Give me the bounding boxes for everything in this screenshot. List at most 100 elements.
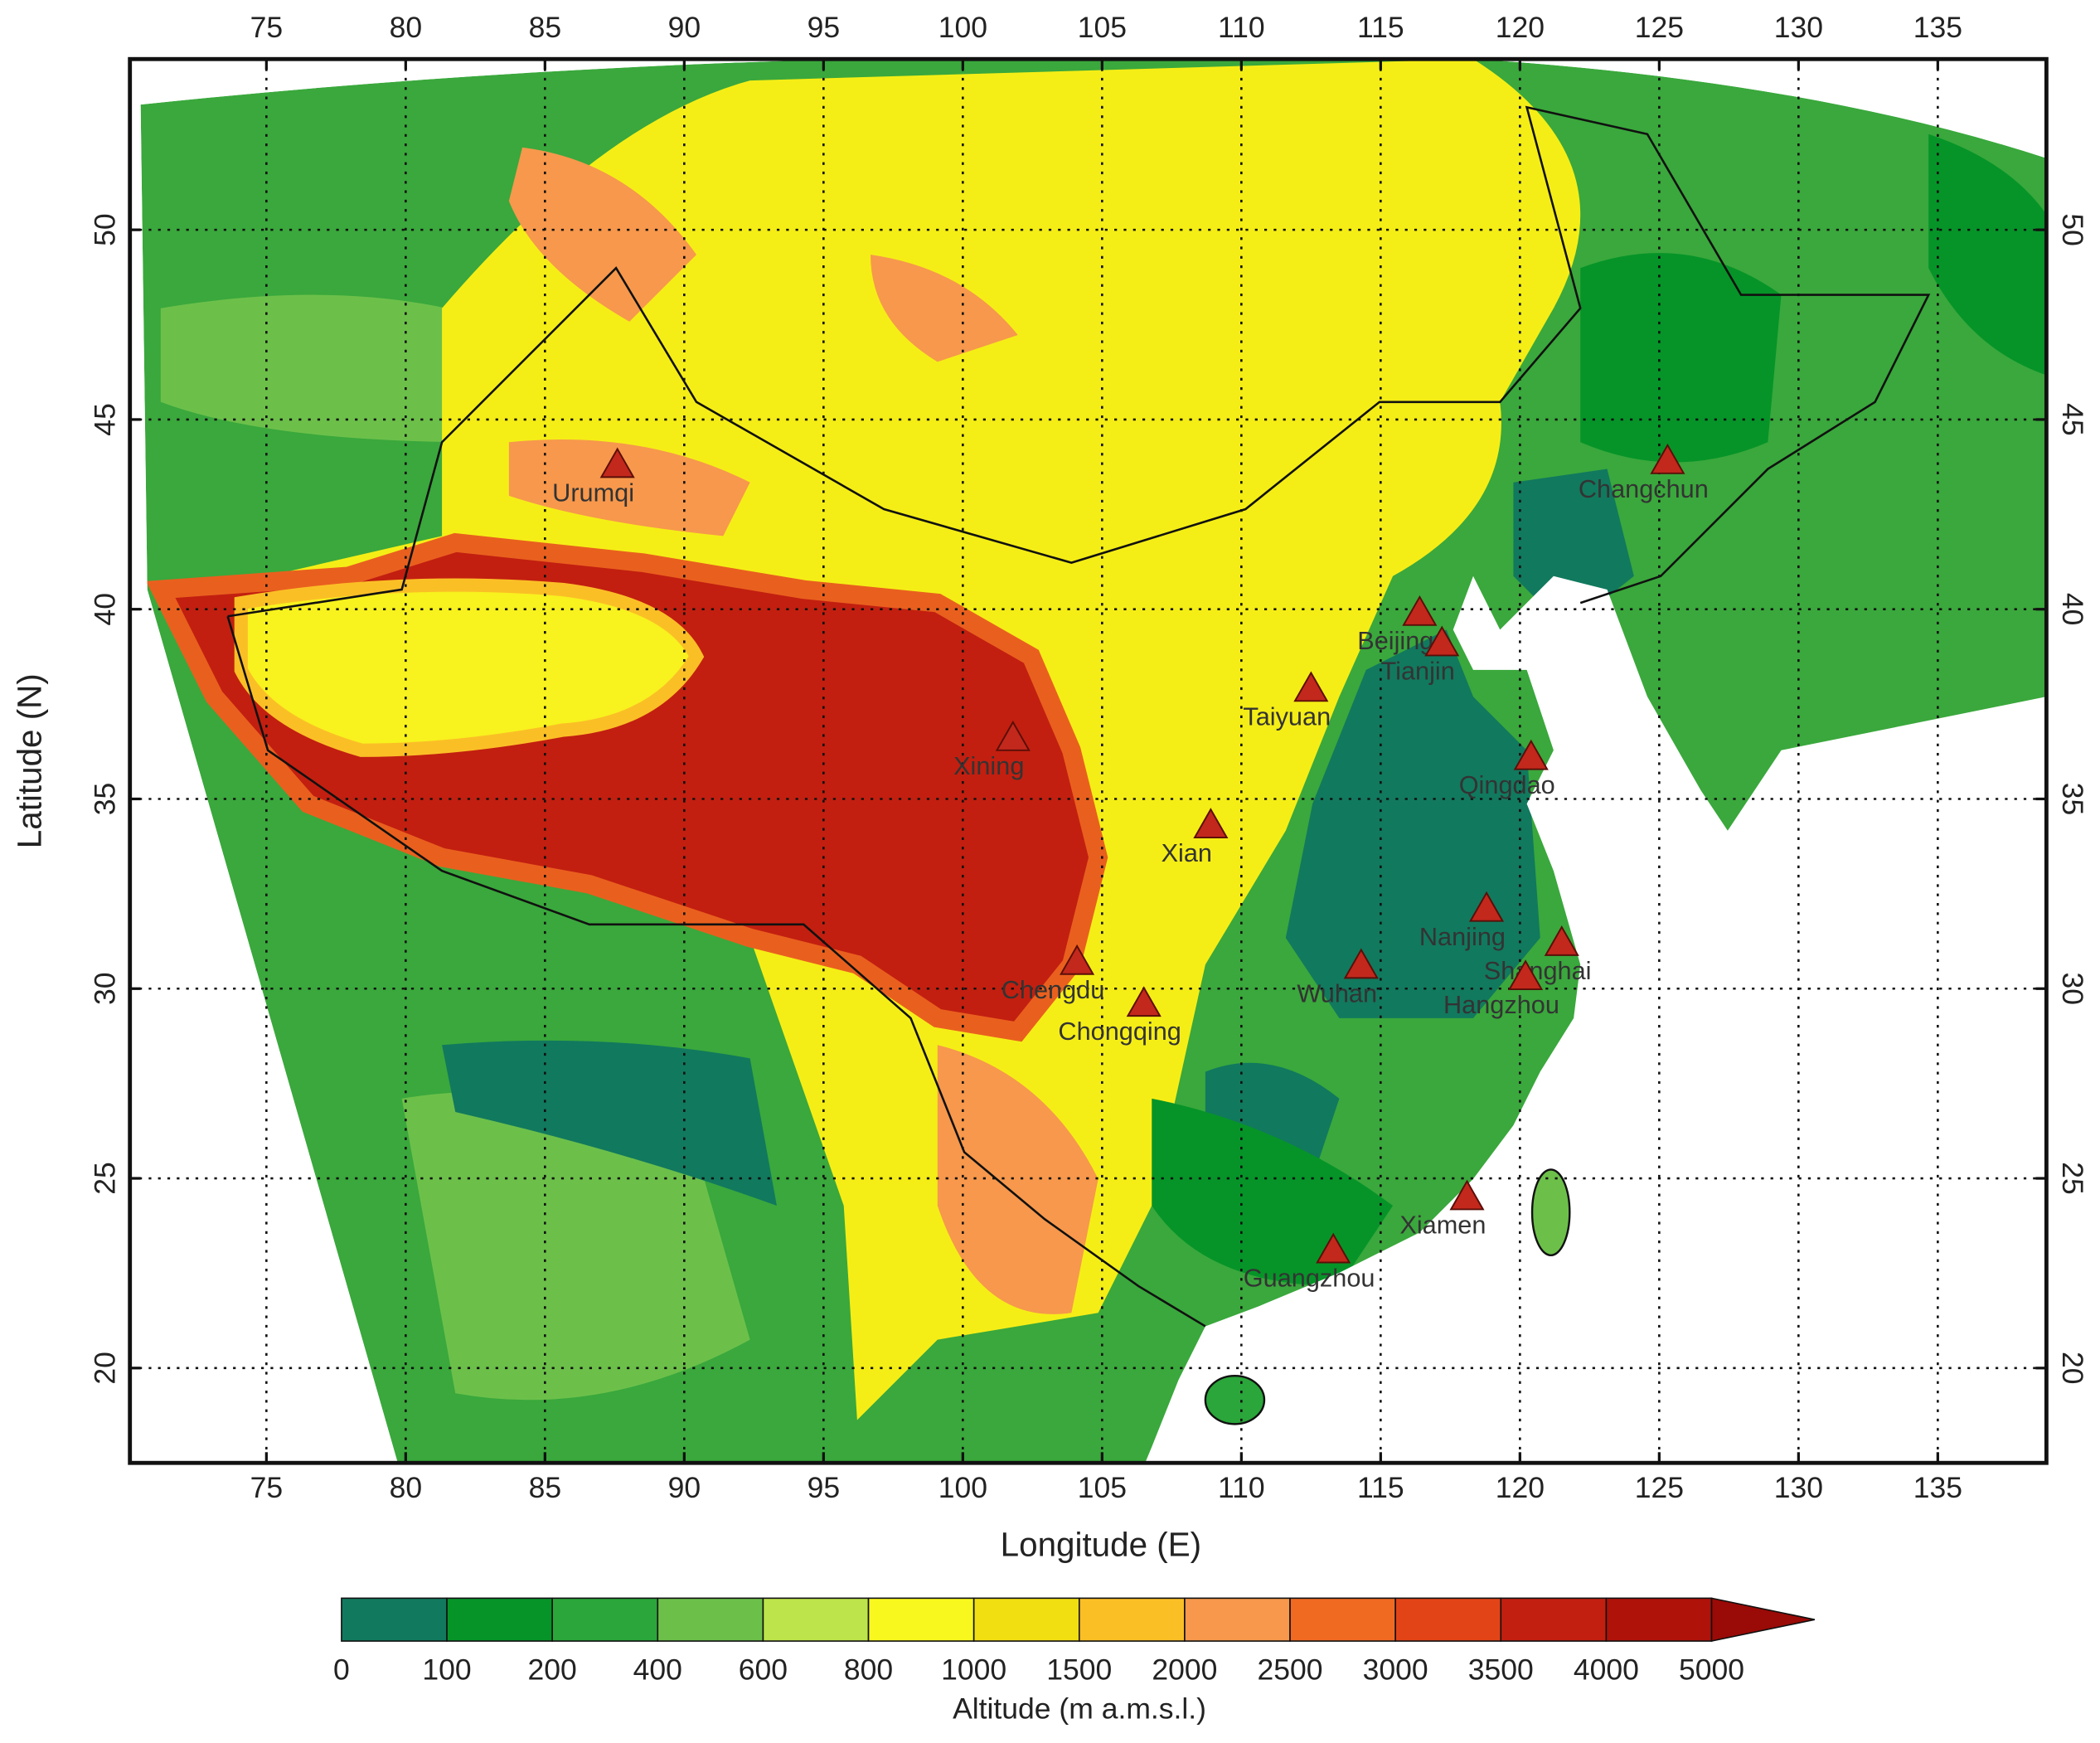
colorbar-label: 100 bbox=[422, 1653, 471, 1687]
x-tick-label: 135 bbox=[1913, 11, 1962, 44]
city-label: Hangzhou bbox=[1443, 990, 1559, 1019]
city-marker bbox=[1650, 443, 1685, 474]
x-tick-label: 100 bbox=[938, 1471, 987, 1504]
colorbar-swatch bbox=[1394, 1597, 1502, 1642]
grid bbox=[129, 59, 2047, 1464]
city-label: Urumqi bbox=[552, 478, 634, 507]
x-tick-label: 105 bbox=[1078, 11, 1127, 44]
colorbar-label: 3500 bbox=[1468, 1653, 1534, 1687]
city-marker bbox=[995, 720, 1031, 751]
colorbar-label: 600 bbox=[739, 1653, 788, 1687]
y-tick-label: 20 bbox=[89, 1352, 122, 1385]
y-tick-label: 25 bbox=[89, 1162, 122, 1195]
colorbar-swatch bbox=[657, 1597, 764, 1642]
x-tick-label: 95 bbox=[808, 11, 841, 44]
x-tick-label: 90 bbox=[668, 11, 701, 44]
colorbar-label: 800 bbox=[844, 1653, 893, 1687]
y-tick-label: 35 bbox=[89, 783, 122, 816]
city-label: Qingdao bbox=[1459, 770, 1555, 799]
y-tick-label: 35 bbox=[2056, 783, 2089, 816]
colorbar-label: 200 bbox=[528, 1653, 577, 1687]
x-tick-label: 95 bbox=[808, 1471, 841, 1504]
x-tick-label: 125 bbox=[1635, 1471, 1684, 1504]
colorbar-label: 400 bbox=[633, 1653, 682, 1687]
x-tick-label: 115 bbox=[1357, 11, 1404, 44]
x-tick-label: 80 bbox=[390, 1471, 423, 1504]
colorbar-swatch bbox=[1500, 1597, 1608, 1642]
city-label: Taiyuan bbox=[1243, 702, 1331, 731]
city-label: Changchun bbox=[1579, 474, 1709, 503]
city-label: Xian bbox=[1162, 838, 1212, 867]
city-marker bbox=[1316, 1232, 1351, 1264]
x-tick-label: 85 bbox=[529, 1471, 562, 1504]
colorbar-swatch bbox=[1184, 1597, 1291, 1642]
colorbar: 0 100 200 400 600 800 1000 1500 2000 2500 3000 3500… bbox=[333, 1597, 1816, 1687]
colorbar-label: 5000 bbox=[1679, 1653, 1744, 1687]
colorbar-swatch bbox=[1605, 1597, 1713, 1642]
y-tick-label: 30 bbox=[89, 973, 122, 1006]
x-tick-label: 90 bbox=[668, 1471, 701, 1504]
northeast-green bbox=[1152, 134, 2047, 1286]
sea bbox=[129, 59, 2047, 1464]
colorbar-swatch bbox=[341, 1597, 448, 1642]
colorbar-swatch bbox=[762, 1597, 870, 1642]
terrain bbox=[129, 59, 2047, 1464]
colorbar-label: 3000 bbox=[1363, 1653, 1428, 1687]
colorbar-swatch bbox=[867, 1597, 975, 1642]
city-label: Nanjing bbox=[1419, 922, 1506, 951]
x-tick-label: 135 bbox=[1913, 1471, 1962, 1504]
colorbar-swatch bbox=[1289, 1597, 1396, 1642]
colorbar-swatch bbox=[972, 1597, 1080, 1642]
x-tick-label: 115 bbox=[1357, 1471, 1404, 1504]
city-marker bbox=[1293, 671, 1329, 702]
city-marker bbox=[1126, 986, 1162, 1017]
x-tick-label: 130 bbox=[1774, 11, 1823, 44]
city-marker bbox=[1468, 891, 1505, 922]
y-tick-label: 30 bbox=[2056, 973, 2089, 1006]
city-marker bbox=[1449, 1179, 1485, 1211]
labels: 75 75 80 80 85 85 90 90 95 95 100 100 105 105 110 110 11… bbox=[89, 11, 2089, 1504]
y-tick-label: 45 bbox=[2056, 403, 2089, 436]
x-tick-label: 130 bbox=[1774, 1471, 1823, 1504]
x-axis-title: Longitude (E) bbox=[1001, 1526, 1201, 1564]
colorbar-swatch bbox=[551, 1597, 659, 1642]
hainan bbox=[1204, 1374, 1266, 1425]
y-tick-label: 50 bbox=[2056, 213, 2089, 246]
x-tick-label: 105 bbox=[1078, 1471, 1127, 1504]
city-label: Beijing bbox=[1357, 626, 1433, 655]
x-tick-label: 120 bbox=[1496, 11, 1545, 44]
city-marker bbox=[1402, 595, 1438, 626]
y-tick-label: 40 bbox=[89, 593, 122, 626]
x-tick-label: 120 bbox=[1496, 1471, 1545, 1504]
taiwan bbox=[1530, 1168, 1571, 1257]
colorbar-label: 2000 bbox=[1152, 1653, 1217, 1687]
colorbar-label: 1000 bbox=[941, 1653, 1006, 1687]
colorbar-extend bbox=[1710, 1597, 1816, 1643]
y-tick-label: 25 bbox=[2056, 1162, 2089, 1195]
colorbar-swatch bbox=[446, 1597, 553, 1642]
x-tick-label: 80 bbox=[390, 11, 423, 44]
colorbar-label: 2500 bbox=[1258, 1653, 1323, 1687]
highland-orange bbox=[508, 147, 1098, 1314]
city-label: Xining bbox=[953, 751, 1024, 780]
city-marker bbox=[1424, 625, 1460, 657]
colorbar-title: Altitude (m a.m.s.l.) bbox=[953, 1692, 1206, 1725]
city-label: Wuhan bbox=[1297, 978, 1377, 1007]
tarim-basin bbox=[234, 578, 705, 757]
city-label: Chongqing bbox=[1058, 1017, 1181, 1046]
x-tick-label: 110 bbox=[1218, 11, 1265, 44]
plot-frame bbox=[128, 56, 2049, 1465]
x-tick-label: 125 bbox=[1635, 11, 1684, 44]
y-tick-label: 50 bbox=[89, 213, 122, 246]
x-tick-label: 75 bbox=[250, 1471, 284, 1504]
city-marker bbox=[1193, 808, 1229, 839]
city-label: Chengdu bbox=[1002, 975, 1105, 1004]
plain-green bbox=[442, 469, 1634, 1207]
city-label: Xiamen bbox=[1399, 1211, 1486, 1240]
x-tick-label: 85 bbox=[529, 11, 562, 44]
city-marker bbox=[1343, 948, 1379, 979]
y-tick-label: 45 bbox=[89, 403, 122, 436]
colorbar-swatch bbox=[1078, 1597, 1186, 1642]
